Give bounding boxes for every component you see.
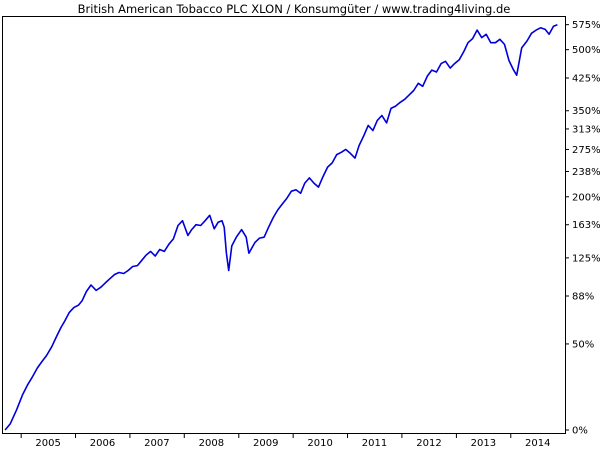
y-tick-label: 238%	[572, 167, 600, 178]
y-tick-label: 500%	[572, 45, 600, 56]
x-tick-label: 2010	[307, 438, 332, 449]
x-axis: 2005 2006 2007 2008 2009 2010 2011 2012 2013 2014	[20, 433, 550, 449]
y-tick-label: 88%	[572, 292, 594, 303]
y-tick-label: 125%	[572, 253, 600, 264]
x-tick-label: 2013	[471, 438, 496, 449]
x-tick-label: 2008	[199, 438, 224, 449]
x-tick-label: 2011	[362, 438, 387, 449]
y-axis: 0% 50% 88% 125% 163% 200% 238% 275% 313% 350% 425%…	[565, 20, 600, 437]
y-tick-label: 350%	[572, 106, 600, 117]
x-tick-label: 2005	[35, 438, 60, 449]
y-tick-label: 575%	[572, 20, 600, 31]
series-layer	[4, 23, 558, 431]
y-tick-label: 275%	[572, 145, 600, 156]
y-tick-label: 200%	[572, 192, 600, 203]
plot-frame	[2, 16, 566, 434]
y-tick-label: 313%	[572, 124, 600, 135]
x-tick-label: 2014	[525, 438, 550, 449]
y-tick-label: 425%	[572, 74, 600, 85]
chart-title: British American Tobacco PLC XLON / Kons…	[78, 2, 511, 16]
y-tick-label: 50%	[572, 339, 594, 350]
x-tick-label: 2007	[144, 438, 169, 449]
y-tick-label: 163%	[572, 220, 600, 231]
y-tick-label: 0%	[572, 426, 588, 437]
x-tick-label: 2009	[253, 438, 278, 449]
x-tick-label: 2012	[416, 438, 441, 449]
x-tick-label: 2006	[90, 438, 115, 449]
series-line	[4, 23, 558, 431]
